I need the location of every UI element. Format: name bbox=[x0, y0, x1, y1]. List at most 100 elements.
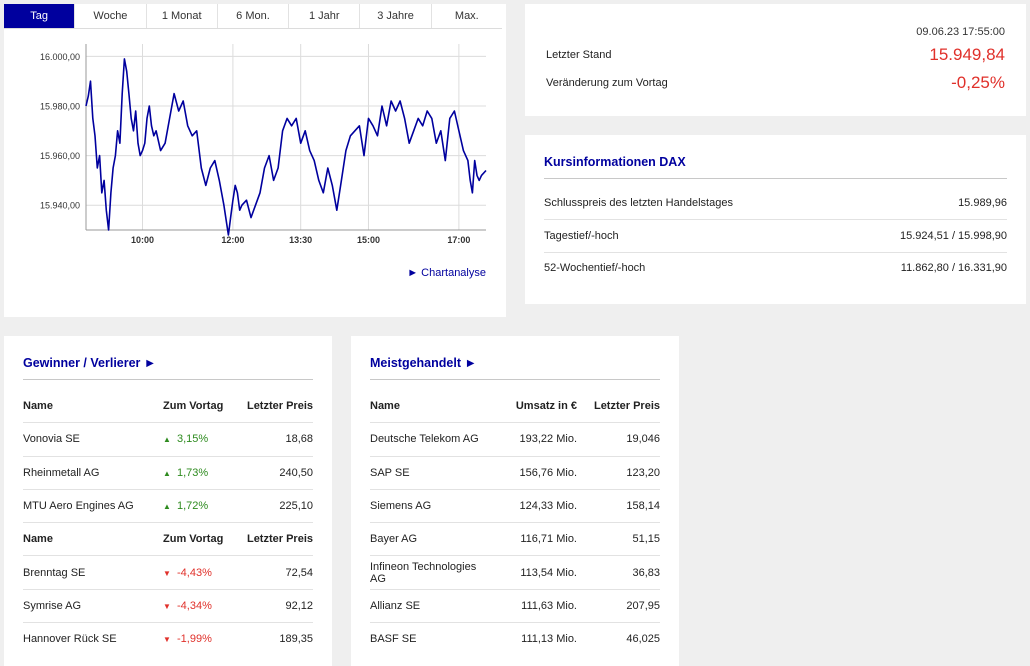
stock-name[interactable]: Symrise AG bbox=[23, 599, 82, 612]
change-cell: ▲ 3,15% bbox=[163, 433, 243, 445]
header-change: Zum Vortag bbox=[163, 533, 224, 546]
arrow-up-icon: ▲ bbox=[163, 468, 171, 478]
price-value: 36,83 bbox=[632, 566, 660, 579]
stock-name[interactable]: Allianz SE bbox=[370, 599, 421, 612]
y-tick-label: 15.940,00 bbox=[40, 201, 80, 211]
table-row[interactable]: Brenntag SE ▼ -4,43% 72,54 bbox=[23, 556, 313, 590]
gainers-losers-panel: Gewinner / Verlierer ► Name Zum Vortag Let… bbox=[4, 336, 332, 666]
price-info-value: 11.862,80 / 16.331,90 bbox=[900, 262, 1007, 274]
price-info-row: Tagestief/-hoch 15.924,51 / 15.998,90 bbox=[544, 220, 1007, 253]
most-traded-title[interactable]: Meistgehandelt ► bbox=[370, 356, 477, 370]
change-cell: ▲ 1,72% bbox=[163, 500, 243, 512]
stock-name[interactable]: Hannover Rück SE bbox=[23, 633, 117, 646]
volume-value: 156,76 Mio. bbox=[519, 466, 577, 479]
arrow-up-icon: ▲ bbox=[163, 435, 171, 445]
volume-value: 111,13 Mio. bbox=[521, 633, 577, 646]
header-price: Letzter Preis bbox=[593, 400, 660, 413]
stock-name[interactable]: MTU Aero Engines AG bbox=[23, 500, 134, 513]
stock-name[interactable]: Vonovia SE bbox=[23, 433, 80, 446]
change-cell: ▲ 1,73% bbox=[163, 467, 243, 479]
price-value: 225,10 bbox=[279, 500, 313, 513]
stock-name[interactable]: Brenntag SE bbox=[23, 566, 86, 579]
gainers-losers-title[interactable]: Gewinner / Verlierer ► bbox=[23, 356, 157, 370]
tab-1-monat[interactable]: 1 Monat bbox=[147, 4, 218, 28]
table-row[interactable]: Bayer AG 116,71 Mio. 51,15 bbox=[370, 523, 660, 557]
table-row[interactable]: SAP SE 156,76 Mio. 123,20 bbox=[370, 457, 660, 490]
stock-name[interactable]: Siemens AG bbox=[370, 500, 432, 513]
change-value: -4,34% bbox=[177, 599, 212, 612]
price-value: 51,15 bbox=[632, 533, 660, 546]
tab-max[interactable]: Max. bbox=[454, 10, 479, 22]
price-info-row: Schlusspreis des letzten Handelstages 15.… bbox=[544, 187, 1007, 220]
tab-3-jahre[interactable]: 3 Jahre bbox=[360, 4, 432, 28]
x-tick-label: 12:00 bbox=[221, 235, 244, 245]
table-row[interactable]: Deutsche Telekom AG 193,22 Mio. 19,046 bbox=[370, 423, 660, 457]
price-info-value: 15.924,51 / 15.998,90 bbox=[899, 229, 1007, 242]
x-tick-label: 13:30 bbox=[289, 235, 312, 245]
volume-value: 116,71 Mio. bbox=[520, 533, 577, 546]
y-tick-label: 15.980,00 bbox=[40, 102, 80, 112]
dax-intraday-line bbox=[85, 58, 487, 236]
volume-value: 124,33 Mio. bbox=[519, 500, 577, 513]
table-row[interactable]: Symrise AG ▼ -4,34% 92,12 bbox=[23, 590, 313, 624]
volume-value: 111,63 Mio. bbox=[521, 599, 577, 612]
x-tick-label: 10:00 bbox=[131, 235, 154, 245]
stock-name[interactable]: Rheinmetall AG bbox=[23, 466, 100, 479]
y-tick-label: 16.000,00 bbox=[40, 52, 80, 62]
table-row[interactable]: MTU Aero Engines AG ▲ 1,72% 225,10 bbox=[23, 490, 313, 524]
price-value: 189,35 bbox=[279, 633, 313, 646]
tab-tag[interactable]: Tag bbox=[4, 4, 76, 28]
price-info-label: Tagestief/-hoch bbox=[544, 229, 619, 242]
table-row[interactable]: Allianz SE 111,63 Mio. 207,95 bbox=[370, 590, 660, 624]
price-value: 18,68 bbox=[285, 433, 313, 446]
price-info-value: 15.989,96 bbox=[958, 197, 1007, 209]
price-value: 72,54 bbox=[285, 566, 313, 579]
table-row[interactable]: Siemens AG 124,33 Mio. 158,14 bbox=[370, 490, 660, 524]
header-name: Name bbox=[23, 400, 53, 413]
tab-6-mon[interactable]: 6 Mon. bbox=[218, 4, 290, 28]
tab-1-jahr[interactable]: 1 Jahr bbox=[289, 4, 361, 28]
stock-name[interactable]: SAP SE bbox=[370, 466, 410, 479]
table-header-row: Name Zum Vortag Letzter Preis bbox=[23, 390, 313, 424]
price-value: 123,20 bbox=[626, 466, 660, 479]
table-row[interactable]: BASF SE 111,13 Mio. 46,025 bbox=[370, 623, 660, 655]
volume-value: 113,54 Mio. bbox=[520, 566, 577, 579]
stock-name[interactable]: BASF SE bbox=[370, 633, 417, 646]
stock-name[interactable]: Deutsche Telekom AG bbox=[370, 433, 479, 446]
chartanalyse-link[interactable]: ► Chartanalyse bbox=[407, 267, 486, 279]
arrow-down-icon: ▼ bbox=[163, 635, 171, 645]
header-name: Name bbox=[23, 533, 53, 546]
price-info-panel: Kursinformationen DAX Schlusspreis des l… bbox=[525, 135, 1026, 304]
change-value: 3,15% bbox=[177, 433, 209, 446]
price-value: 240,50 bbox=[279, 466, 313, 479]
price-value: 92,12 bbox=[285, 599, 313, 612]
last-price-label: Letzter Stand bbox=[546, 49, 612, 61]
price-value: 46,025 bbox=[626, 633, 660, 646]
table-row[interactable]: Hannover Rück SE ▼ -1,99% 189,35 bbox=[23, 623, 313, 655]
title-divider bbox=[23, 379, 313, 380]
chart-panel: Tag Woche 1 Monat 6 Mon. 1 Jahr 3 Jahre Max. 1… bbox=[4, 4, 506, 317]
price-info-title: Kursinformationen DAX bbox=[544, 155, 686, 169]
table-row[interactable]: Infineon Technologies AG 113,54 Mio. 36,83 bbox=[370, 556, 660, 590]
header-price: Letzter Preis bbox=[246, 400, 313, 413]
tab-woche[interactable]: Woche bbox=[75, 4, 147, 28]
price-info-label: Schlusspreis des letzten Handelstages bbox=[544, 197, 733, 209]
table-row[interactable]: Vonovia SE ▲ 3,15% 18,68 bbox=[23, 423, 313, 457]
most-traded-table: Name Umsatz in € Letzter Preis Deutsche Tel… bbox=[370, 390, 660, 655]
stock-name[interactable]: Bayer AG bbox=[370, 533, 418, 546]
quote-panel: 09.06.23 17:55:00 Letzter Stand 15.949,8… bbox=[525, 4, 1026, 116]
gainers-losers-table: Name Zum Vortag Letzter Preis Vonovia SE ▲ 3,… bbox=[23, 390, 313, 655]
header-change: Zum Vortag bbox=[163, 400, 224, 413]
change-label: Veränderung zum Vortag bbox=[546, 77, 668, 89]
volume-value: 193,22 Mio. bbox=[519, 433, 577, 446]
chartanalyse-label: Chartanalyse bbox=[421, 267, 486, 279]
table-row[interactable]: Rheinmetall AG ▲ 1,73% 240,50 bbox=[23, 457, 313, 490]
stock-name[interactable]: Infineon Technologies AG bbox=[370, 560, 477, 585]
most-traded-panel: Meistgehandelt ► Name Umsatz in € Letzter … bbox=[351, 336, 679, 666]
price-value: 207,95 bbox=[626, 599, 660, 612]
table-header-row: Name Zum Vortag Letzter Preis bbox=[23, 523, 313, 557]
play-icon: ► bbox=[407, 267, 422, 279]
quote-timestamp: 09.06.23 17:55:00 bbox=[916, 26, 1005, 38]
x-tick-label: 17:00 bbox=[447, 235, 470, 245]
intraday-chart: 16.000,00 15.980,00 15.960,00 15.940,00 10:0… bbox=[40, 44, 487, 245]
